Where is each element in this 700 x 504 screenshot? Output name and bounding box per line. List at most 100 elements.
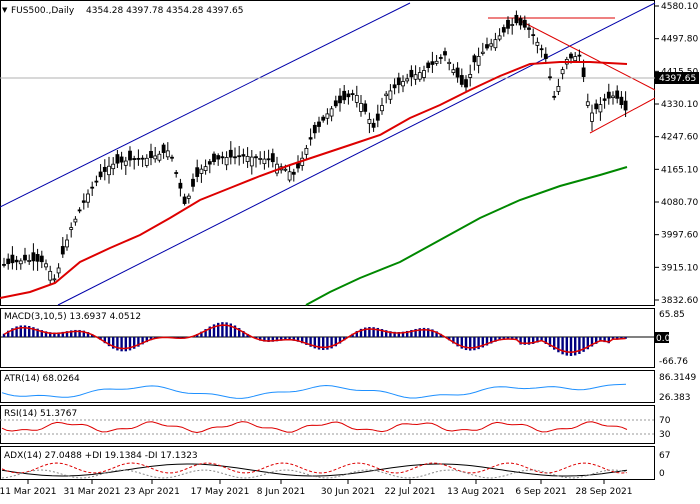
candle-body: [473, 56, 476, 62]
candle-body: [238, 156, 241, 157]
rsi-title: RSI(14) 51.3767: [4, 409, 77, 419]
candle-body: [322, 117, 325, 120]
macd-tick-bottom: -66.76: [659, 357, 688, 367]
macd-bar: [566, 337, 568, 356]
price-pane[interactable]: FUS500.,Daily 4354.28 4397.78 4354.28 43…: [0, 1, 655, 306]
candle-body: [297, 163, 300, 168]
date-tick-label: 22 Jul 2021: [385, 487, 436, 497]
candle-body: [87, 194, 90, 202]
candle-body: [28, 260, 31, 261]
price-axis: 4580.104497.804415.504330.104247.604165.…: [655, 2, 698, 306]
candle-body: [74, 219, 77, 222]
candle-body: [570, 54, 573, 58]
candle-body: [507, 20, 510, 28]
candle-body: [444, 52, 447, 55]
candle-body: [582, 68, 585, 77]
ohlc-readout: 4354.28 4397.78 4354.28 4397.65: [86, 6, 243, 16]
candle-body: [612, 96, 615, 98]
candle-body: [498, 36, 501, 39]
candle-body: [271, 154, 274, 162]
atr-title: ATR(14) 68.0264: [4, 374, 80, 384]
candle-body: [431, 62, 434, 65]
candle-body: [192, 179, 195, 186]
price-tick-label: 4165.10: [661, 165, 698, 175]
adx-pane[interactable]: ADX(14) 27.0488 +DI 19.1384 -DI 17.1323 …: [1, 447, 671, 480]
candle-body: [418, 73, 421, 80]
candle-body: [95, 181, 98, 182]
candle-body: [456, 68, 459, 77]
candle-body: [490, 44, 493, 46]
date-tick-label: 23 Apr 2021: [124, 487, 180, 497]
candle-body: [255, 157, 258, 158]
candle-body: [141, 158, 144, 159]
candle-body: [528, 28, 531, 30]
candle-body: [53, 279, 56, 280]
candle-body: [11, 255, 14, 263]
candle-body: [292, 172, 295, 174]
rsi-pane[interactable]: RSI(14) 51.3767 70 30: [0, 406, 671, 444]
candle-body: [145, 158, 148, 165]
candle-body: [523, 20, 526, 27]
candle-body: [196, 168, 199, 177]
candle-body: [313, 125, 316, 132]
candle-body: [91, 187, 94, 188]
candle-body: [112, 164, 115, 168]
atr-pane[interactable]: ATR(14) 68.0264 86.3149 26.383: [1, 371, 697, 404]
candle-body: [607, 92, 610, 98]
candle-body: [213, 154, 216, 162]
macd-tick-top: 65.85: [659, 310, 685, 320]
candle-body: [595, 104, 598, 109]
candle-body: [158, 154, 161, 160]
candle-body: [78, 210, 81, 211]
rsi-tick-70: 70: [659, 416, 671, 426]
candle-body: [200, 169, 203, 173]
candle-body: [334, 101, 337, 106]
candle-body: [410, 70, 413, 76]
candle-body: [305, 148, 308, 154]
adx-tick-bottom: 0: [659, 469, 665, 479]
candle-body: [393, 85, 396, 88]
candle-body: [246, 156, 249, 161]
candle-body: [259, 158, 262, 159]
candle-body: [57, 268, 60, 273]
date-tick-label: 11 Mar 2021: [0, 487, 57, 497]
price-tick-label: 3832.60: [661, 296, 698, 306]
date-tick-label: 17 May 2021: [191, 487, 250, 497]
candle-body: [381, 106, 384, 111]
candle-body: [624, 101, 627, 110]
candle-body: [414, 75, 417, 80]
chevron-down-icon[interactable]: ▼: [2, 6, 8, 14]
candle-body: [330, 109, 333, 116]
candle-body: [187, 196, 190, 198]
candle-body: [116, 155, 119, 164]
candle-body: [389, 91, 392, 99]
date-tick-label: 8 Jun 2021: [257, 487, 305, 497]
candle-body: [360, 103, 363, 111]
candle-body: [532, 35, 535, 36]
candle-body: [99, 172, 102, 177]
macd-pane[interactable]: MACD(3,10,5) 13.6937 4.0512 65.85 0.00 -…: [0, 309, 688, 368]
candle-body: [519, 19, 522, 25]
candle-body: [620, 97, 623, 104]
candle-body: [24, 255, 27, 260]
candle-body: [179, 183, 182, 188]
candle-body: [36, 254, 39, 261]
svg-text:4397.65: 4397.65: [659, 74, 696, 84]
candle-body: [103, 167, 106, 171]
candle-body: [439, 57, 442, 58]
candle-body: [402, 82, 405, 86]
price-tick-label: 4497.80: [661, 35, 698, 45]
candle-body: [175, 173, 178, 174]
price-tick-label: 4330.10: [661, 100, 698, 110]
candle-body: [355, 95, 358, 102]
candle-body: [599, 105, 602, 112]
candle-body: [108, 166, 111, 174]
candle-body: [603, 99, 606, 101]
candle-body: [19, 261, 22, 264]
candle-body: [549, 77, 552, 78]
date-tick-label: 6 Sep 2021: [515, 487, 566, 497]
candle-body: [225, 157, 228, 164]
candle-body: [234, 157, 237, 158]
